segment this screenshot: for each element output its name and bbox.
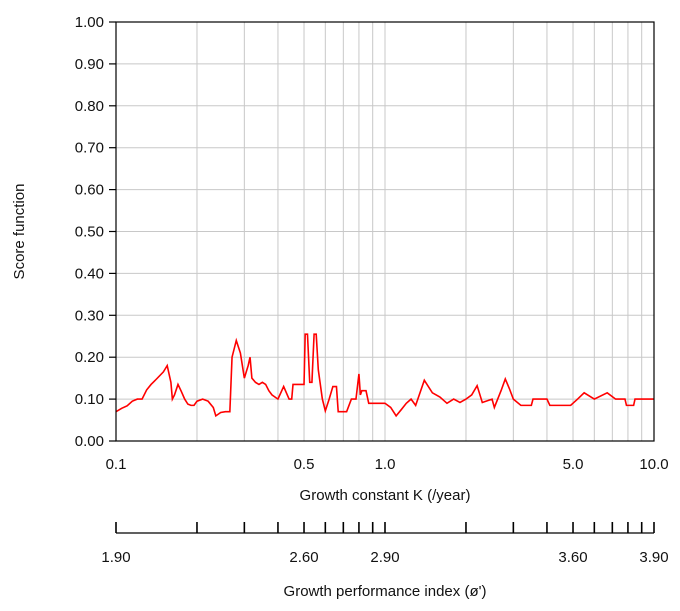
y-axis-title: Score function [11,184,28,280]
x2-axis-title: Growth performance index (ø') [284,583,487,600]
x2-tick-label: 1.90 [101,549,130,566]
x2-tick-label: 2.60 [289,549,318,566]
y-tick-label: 0.80 [75,98,104,115]
x2-tick-label: 3.60 [558,549,587,566]
y-tick-label: 0.70 [75,140,104,157]
y-tick-label: 0.30 [75,307,104,324]
y-tick-label: 0.40 [75,265,104,282]
x2-tick-label: 2.90 [370,549,399,566]
axis-ticks: 0.00 0.10 0.20 0.30 0.40 0.50 0.60 0.70 0.80 0.90… [75,14,669,566]
y-tick-label: 0.90 [75,56,104,73]
x2-tick-label: 3.90 [639,549,668,566]
x-tick-label: 5.0 [563,456,584,473]
x-axis-title: Growth constant K (/year) [300,487,471,504]
y-tick-label: 1.00 [75,14,104,31]
grid [116,22,654,441]
y-tick-label: 0.60 [75,182,104,199]
y-tick-label: 0.50 [75,224,104,241]
x-tick-label: 0.1 [106,456,127,473]
y-tick-label: 0.10 [75,391,104,408]
y-tick-label: 0.20 [75,349,104,366]
series-layer [115,333,654,418]
x-tick-label: 1.0 [375,456,396,473]
y-tick-label: 0.00 [75,433,104,450]
score-series-line [115,333,654,418]
x-tick-label: 0.5 [294,456,315,473]
x-tick-label: 10.0 [639,456,668,473]
